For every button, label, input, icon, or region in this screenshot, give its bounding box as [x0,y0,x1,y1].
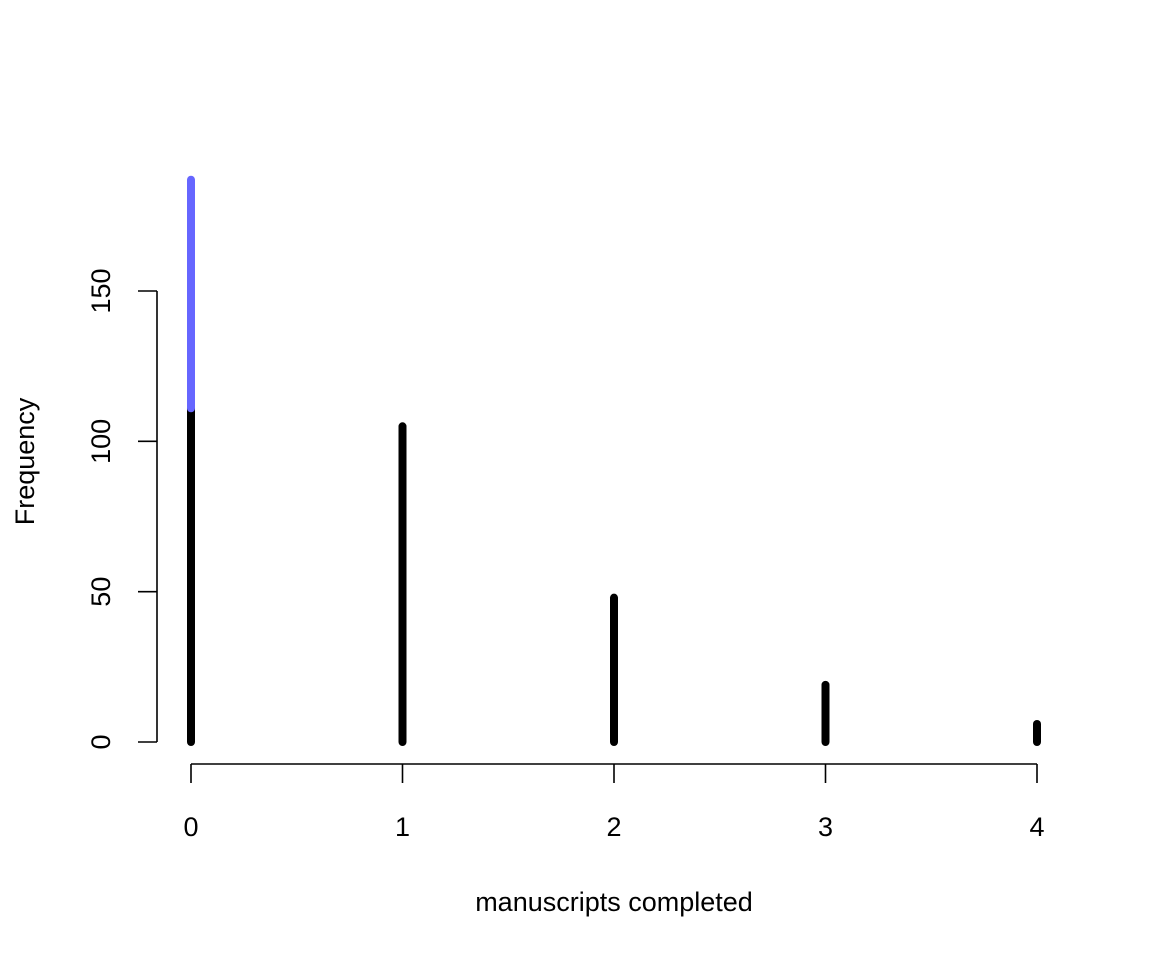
y-tick-label-50: 50 [86,577,116,607]
x-tick-label-3: 3 [818,812,833,842]
x-axis-title: manuscripts completed [475,887,753,917]
y-axis-title: Frequency [10,397,40,525]
x-tick-label-2: 2 [606,812,621,842]
y-axis-ticks: 0 50 100 150 [86,268,157,750]
y-tick-label-100: 100 [86,419,116,464]
y-tick-label-150: 150 [86,268,116,313]
x-tick-label-0: 0 [183,812,198,842]
x-tick-label-4: 4 [1029,812,1044,842]
y-tick-label-0: 0 [86,734,116,749]
x-tick-label-1: 1 [395,812,410,842]
x-axis-ticks: 0 1 2 3 4 [183,764,1045,842]
bars-group [187,175,1041,746]
